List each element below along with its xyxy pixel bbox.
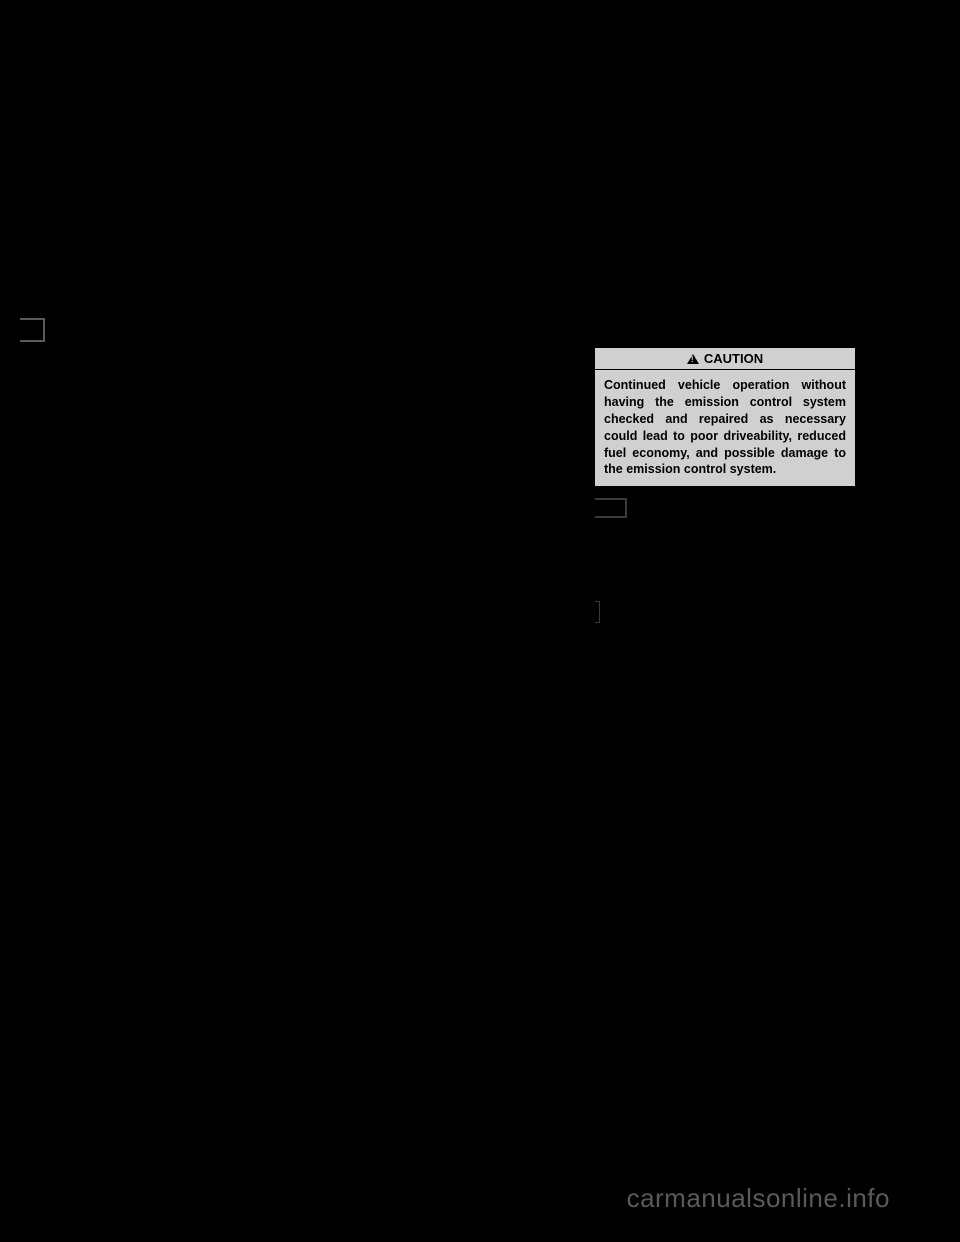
vertical-marker xyxy=(595,601,600,623)
caution-body-text: Continued vehicle operation without havi… xyxy=(594,370,856,487)
caution-box: CAUTION Continued vehicle operation with… xyxy=(594,347,856,487)
caution-header-label: CAUTION xyxy=(704,351,763,366)
small-marker-box xyxy=(595,498,627,518)
caution-header: CAUTION xyxy=(594,347,856,370)
watermark-text: carmanualsonline.info xyxy=(627,1183,890,1214)
left-tab-marker xyxy=(20,318,45,342)
warning-triangle-icon xyxy=(687,354,699,364)
